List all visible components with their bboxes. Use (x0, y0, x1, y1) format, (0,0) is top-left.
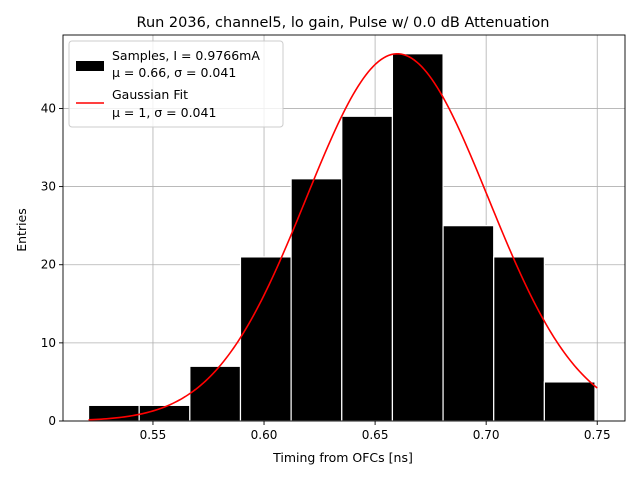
x-tick-label: 0.70 (473, 428, 500, 442)
histogram-bar (493, 256, 545, 422)
y-tick-label: 10 (41, 336, 56, 350)
legend-samples-label: Samples, I = 0.9766mA (112, 48, 260, 63)
histogram-bars (87, 53, 596, 422)
y-tick-label: 40 (41, 101, 56, 115)
histogram-bar (341, 115, 394, 422)
chart-title: Run 2036, channel5, lo gain, Pulse w/ 0.… (137, 15, 550, 31)
histogram-bar (442, 225, 495, 422)
x-tick-label: 0.55 (140, 428, 167, 442)
x-tick-label: 0.75 (584, 428, 611, 442)
legend-samples-stats: μ = 0.66, σ = 0.041 (112, 65, 236, 80)
histogram-bar (239, 256, 292, 422)
y-tick-label: 20 (41, 258, 56, 272)
x-axis-ticks: 0.55 0.60 0.65 0.70 0.75 (140, 421, 611, 442)
y-axis-ticks: 0 10 20 30 40 (41, 101, 63, 428)
gaussian-fit-curve (88, 52, 598, 421)
histogram-bar (391, 53, 444, 422)
x-tick-label: 0.65 (362, 428, 389, 442)
legend-fit-label: Gaussian Fit (112, 87, 188, 102)
legend-fit-stats: μ = 1, σ = 0.041 (112, 105, 216, 120)
histogram-bar (189, 365, 242, 422)
x-tick-label: 0.60 (251, 428, 278, 442)
legend: Samples, I = 0.9766mA μ = 0.66, σ = 0.04… (68, 40, 284, 128)
y-tick-label: 30 (41, 180, 56, 194)
histogram-bar (543, 381, 596, 422)
x-axis-label: Timing from OFCs [ns] (272, 450, 413, 465)
legend-samples-swatch (76, 61, 104, 71)
legend-box (68, 40, 284, 128)
y-tick-label: 0 (48, 414, 56, 428)
plot-frame (62, 34, 626, 422)
y-axis-label: Entries (14, 208, 29, 252)
